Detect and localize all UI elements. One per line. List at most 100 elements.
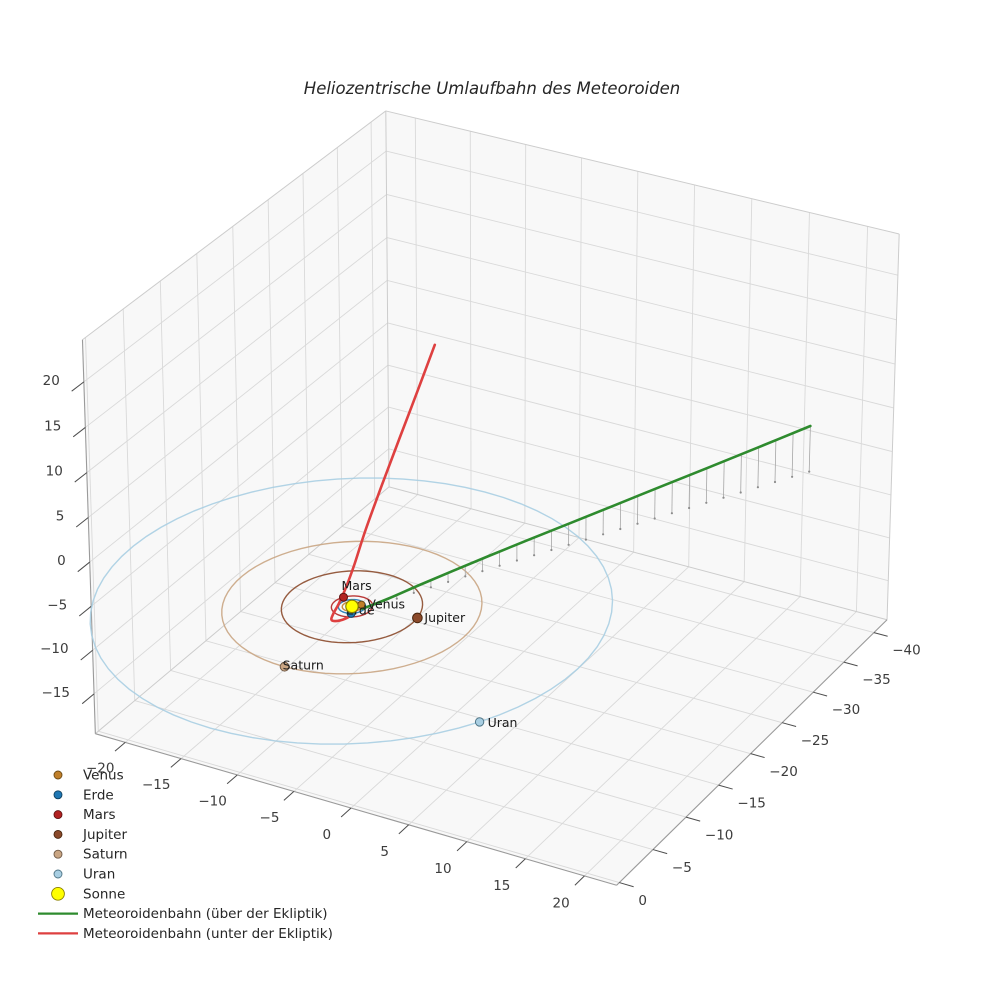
legend-item: Erde: [53, 787, 114, 803]
grid-line: [122, 308, 136, 701]
pane-edge: [388, 486, 888, 621]
grid-line: [90, 364, 389, 607]
grid-line: [170, 670, 687, 818]
x-tick: [226, 774, 238, 785]
x-tick-label: 0: [323, 827, 332, 843]
x-tick: [170, 758, 182, 768]
z-tick-label: 20: [43, 373, 60, 389]
legend-marker: [53, 770, 63, 780]
grid-line: [302, 173, 310, 555]
grid-line: [387, 279, 894, 409]
legend-item: Meteoroidenbahn (unter der Ekliptik): [38, 926, 333, 942]
drop-line-marker: [567, 543, 570, 546]
grid-line: [159, 280, 172, 671]
z-tick-label: −15: [42, 685, 71, 701]
grid-line: [388, 406, 890, 539]
pane-left: [82, 110, 390, 734]
drop-line-marker: [515, 559, 519, 562]
legend-item: Meteoroidenbahn (über der Ekliptik): [38, 906, 328, 922]
legend-item: Saturn: [53, 847, 128, 863]
drop-line: [740, 454, 742, 493]
grid-line: [524, 144, 527, 524]
grid-line: [743, 198, 753, 582]
y-tick: [718, 784, 733, 790]
drop-line-marker: [739, 491, 742, 494]
x-tick-label: 20: [553, 896, 570, 912]
pane-floor: [95, 486, 888, 886]
planet-jupiter: [412, 612, 423, 624]
y-tick: [843, 661, 858, 667]
x-tick: [283, 791, 295, 801]
legend-label: Meteoroidenbahn (über der Ekliptik): [83, 906, 328, 922]
grid-line: [408, 566, 689, 826]
legend-item: Sonne: [51, 886, 125, 902]
z-tick-label: 15: [44, 418, 61, 434]
planet-label-mars: Mars: [342, 578, 372, 593]
x-tick-label: 10: [434, 861, 451, 877]
legend-marker: [53, 829, 63, 839]
y-tick-label: −5: [672, 860, 692, 876]
grid-line: [469, 131, 472, 509]
y-tick: [619, 882, 634, 888]
drop-line-marker: [481, 570, 484, 573]
grid-line: [89, 322, 388, 563]
y-tick: [652, 849, 668, 855]
drop-line-marker: [584, 538, 588, 541]
grid-line: [267, 199, 276, 583]
panes: [82, 110, 900, 886]
pane-edges: [82, 110, 900, 735]
legend-label: Uran: [83, 867, 115, 883]
grid-line: [387, 364, 892, 496]
x-tick-label: −5: [260, 810, 280, 826]
grid-line: [350, 551, 634, 809]
y-tick-label: −20: [769, 764, 798, 780]
legend-item: Mars: [53, 807, 116, 823]
legend-label: Saturn: [83, 847, 128, 863]
grid-line: [386, 150, 898, 276]
legend-label: Meteoroidenbahn (unter der Ekliptik): [83, 926, 333, 942]
drop-line: [808, 425, 811, 472]
drop-line: [688, 475, 690, 509]
planet-uran: [474, 717, 485, 727]
z-tick-label: −10: [40, 641, 69, 657]
grid-line: [388, 448, 889, 582]
legend-item: Uran: [53, 867, 115, 883]
grid-line: [336, 147, 343, 527]
drop-line-marker: [670, 512, 674, 515]
y-tick-label: −10: [705, 828, 734, 844]
drop-line-marker: [773, 480, 777, 484]
legend: Venus Erde Mars Jupiter Saturn Uran Sonne Meteo…: [38, 768, 333, 942]
drop-line: [705, 468, 708, 503]
z-tick-label: 0: [57, 553, 66, 569]
drop-lines: [378, 425, 811, 606]
planet-label-uran: Uran: [488, 715, 518, 730]
y-tick: [750, 753, 765, 759]
x-tick-label: −15: [142, 777, 171, 793]
grid-line: [83, 150, 387, 383]
axis-line: [616, 619, 888, 886]
legend-marker: [53, 790, 63, 800]
legend-marker: [51, 886, 65, 901]
grid-line: [584, 611, 857, 877]
z-tick: [80, 649, 93, 661]
y-tick: [873, 632, 888, 637]
drop-line-marker: [688, 506, 691, 510]
grid-line: [205, 640, 719, 786]
grid-line: [240, 611, 751, 755]
grid-line: [466, 581, 745, 843]
drop-line-marker: [808, 470, 811, 473]
x-tick-label: 15: [493, 878, 510, 894]
legend-item: Jupiter: [53, 827, 127, 843]
grid-line: [92, 406, 389, 651]
grid-line: [799, 212, 810, 597]
drop-line-marker: [533, 554, 536, 557]
planet-label-jupiter: Jupiter: [423, 610, 466, 625]
grid-line: [374, 498, 875, 634]
z-tick: [74, 472, 88, 483]
grid-line: [633, 171, 639, 553]
y-tick: [782, 722, 797, 728]
grid-line: [525, 596, 801, 860]
x-tick: [114, 742, 126, 752]
x-tick: [515, 858, 526, 869]
